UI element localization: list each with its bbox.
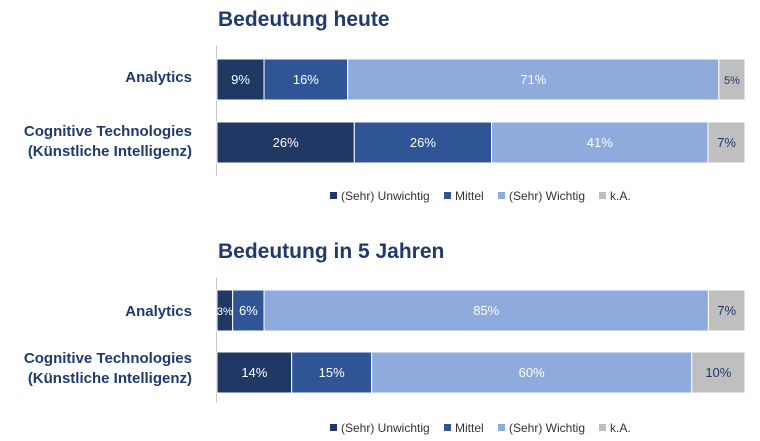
category-label-analytics: Analytics	[125, 69, 192, 86]
chart-bedeutung-heute: Bedeutung heute Analytics Cognitive Tech…	[0, 0, 760, 215]
legend-item: (Sehr) Unwichtig	[330, 188, 430, 204]
category-label-cognitive: Cognitive Technologies (Künstliche Intel…	[23, 350, 192, 387]
legend-item: Mittel	[444, 420, 484, 436]
legend-swatch	[498, 192, 505, 199]
legend-label: Mittel	[455, 421, 484, 435]
legend-label: (Sehr) Wichtig	[509, 421, 586, 435]
data-label: 6%	[239, 303, 258, 318]
bar-segment	[216, 351, 293, 394]
bar-segment	[291, 351, 373, 394]
data-label: 16%	[293, 72, 319, 87]
data-label: 5%	[724, 75, 740, 87]
bar-segment	[718, 58, 746, 101]
legend-item: (Sehr) Unwichtig	[330, 420, 430, 436]
data-label: 26%	[273, 135, 299, 150]
data-label: 7%	[717, 303, 736, 318]
bar-segment	[216, 121, 355, 164]
data-label: 15%	[319, 365, 345, 380]
legend-swatch	[599, 424, 606, 431]
bar-segment	[707, 121, 746, 164]
data-label: 10%	[705, 365, 731, 380]
data-label: 7%	[717, 135, 736, 150]
data-label: 3%	[217, 306, 233, 318]
legend: (Sehr) Unwichtig Mittel (Sehr) Wichtig k.A.	[0, 188, 760, 204]
bar-segment	[707, 289, 746, 332]
bars-area: 9% 16% 71% 5% 26% 26% 41% 7%	[216, 58, 746, 164]
chart-bedeutung-5-jahren: Bedeutung in 5 Jahren Analytics Cognitiv…	[0, 232, 760, 441]
bar-segment	[263, 289, 709, 332]
legend-item: k.A.	[599, 188, 631, 204]
bar-segment	[232, 289, 265, 332]
data-label: 26%	[410, 135, 436, 150]
category-axis	[216, 46, 217, 176]
legend: (Sehr) Unwichtig Mittel (Sehr) Wichtig k.A.	[0, 420, 760, 436]
legend-item: (Sehr) Wichtig	[498, 420, 585, 436]
legend-swatch	[330, 424, 337, 431]
legend-swatch	[444, 192, 451, 199]
legend-label: (Sehr) Unwichtig	[341, 421, 430, 435]
bars-area: 3% 6% 85% 7% 14% 15% 60% 10%	[216, 289, 746, 394]
legend-swatch	[330, 192, 337, 199]
legend-swatch	[599, 192, 606, 199]
data-label: 14%	[241, 365, 267, 380]
category-label-analytics: Analytics	[125, 303, 192, 320]
legend-label: (Sehr) Wichtig	[509, 189, 586, 203]
data-label: 9%	[231, 72, 250, 87]
chart-title: Bedeutung heute	[218, 8, 390, 31]
legend-swatch	[498, 424, 505, 431]
chart-title: Bedeutung in 5 Jahren	[218, 240, 445, 263]
legend-label: k.A.	[610, 421, 631, 435]
legend-swatch	[444, 424, 451, 431]
data-label: 60%	[519, 365, 545, 380]
bar-segment	[353, 121, 493, 164]
legend-item: k.A.	[599, 420, 631, 436]
bar-segment	[491, 121, 709, 164]
legend-label: (Sehr) Unwichtig	[341, 189, 430, 203]
data-label: 85%	[473, 303, 499, 318]
bar-segment	[347, 58, 720, 101]
legend-item: (Sehr) Wichtig	[498, 188, 585, 204]
legend-label: Mittel	[455, 189, 484, 203]
legend-item: Mittel	[444, 188, 484, 204]
data-label: 71%	[520, 72, 546, 87]
legend-label: k.A.	[610, 189, 631, 203]
bar-segment	[691, 351, 746, 394]
category-axis	[216, 278, 217, 403]
data-label: 41%	[587, 135, 613, 150]
category-label-cognitive: Cognitive Technologies (Künstliche Intel…	[23, 123, 192, 160]
